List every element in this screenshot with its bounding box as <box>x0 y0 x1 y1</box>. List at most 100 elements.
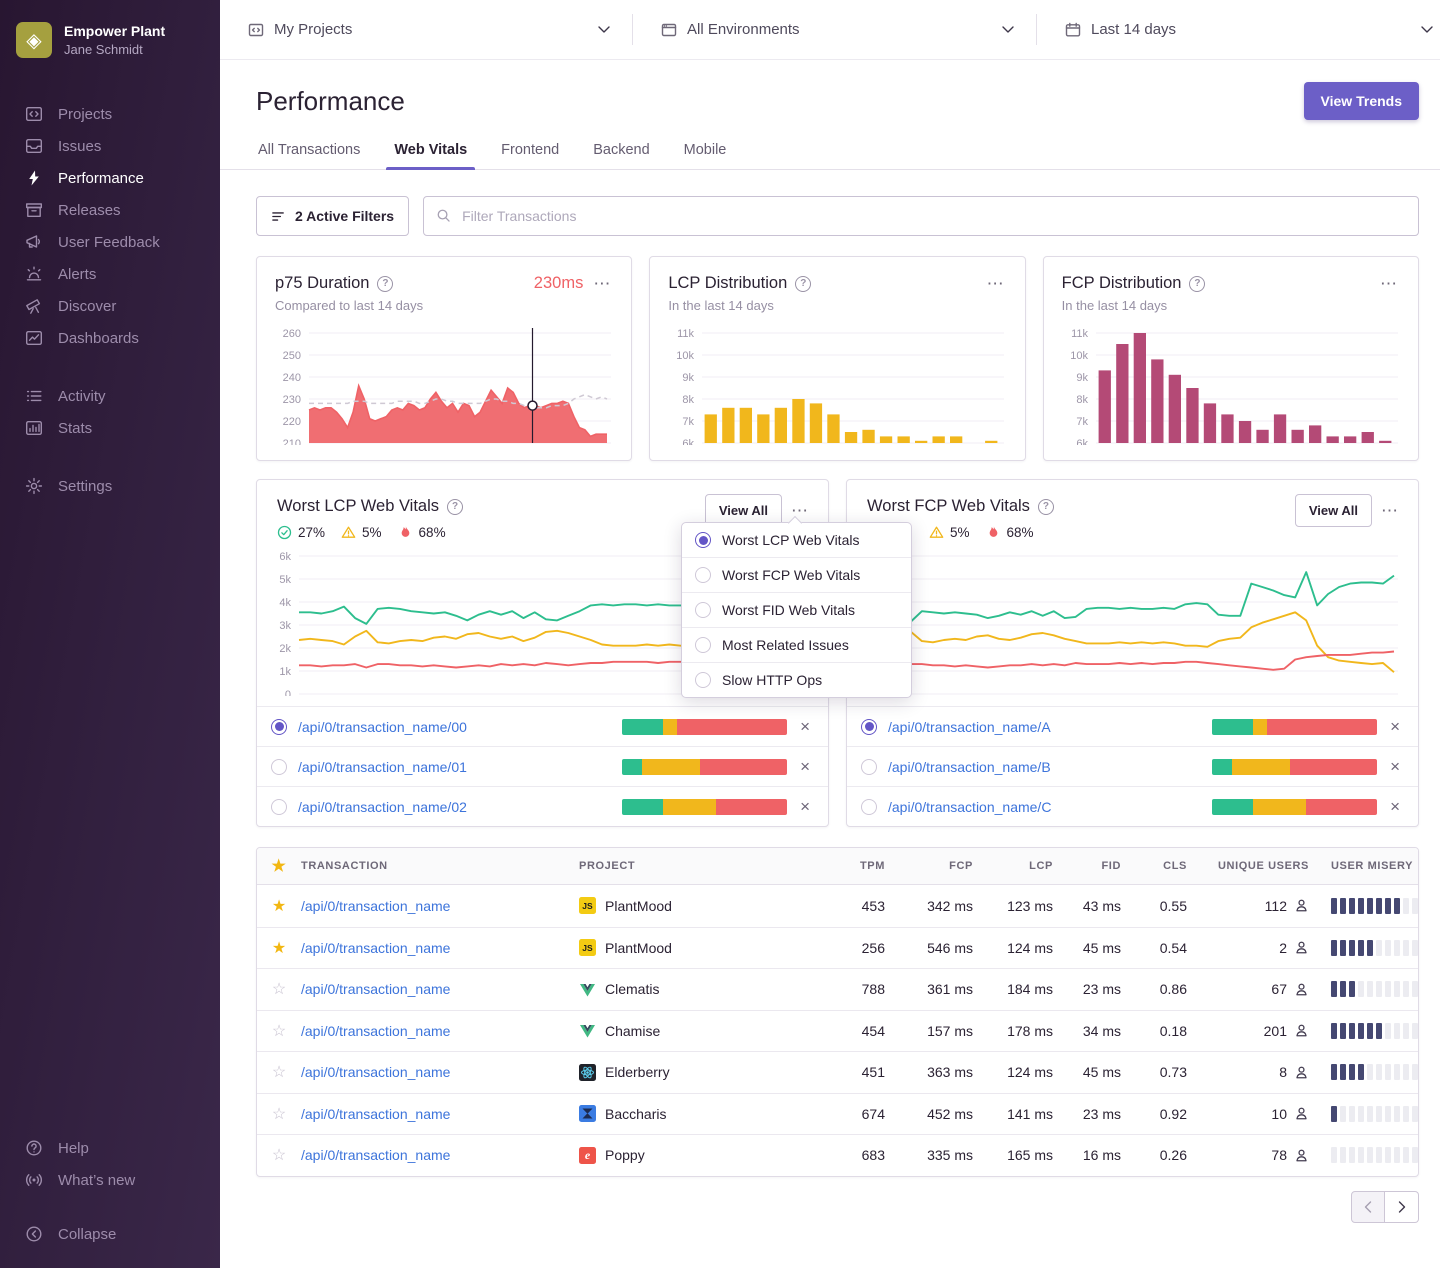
help-icon[interactable]: ? <box>1189 275 1206 292</box>
radio-button[interactable] <box>861 758 877 775</box>
transaction-link[interactable]: /api/0/transaction_name <box>301 981 451 998</box>
search-input[interactable] <box>423 196 1419 236</box>
sidebar-item-help[interactable]: Help <box>0 1132 220 1164</box>
star-column-header-icon[interactable]: ★ <box>271 858 287 875</box>
project-filter-dropdown[interactable]: My Projects <box>220 0 632 59</box>
transaction-link[interactable]: /api/0/transaction_name <box>301 897 451 914</box>
transaction-link[interactable]: /api/0/transaction_name <box>301 939 451 956</box>
previous-page-button[interactable] <box>1351 1190 1385 1223</box>
radio-button[interactable] <box>271 718 287 735</box>
column-header-fid[interactable]: FID <box>1101 860 1121 872</box>
tab-backend[interactable]: Backend <box>593 142 650 158</box>
column-header-fcp[interactable]: FCP <box>949 860 973 872</box>
help-icon[interactable]: ? <box>1037 498 1054 515</box>
transaction-link[interactable]: /api/0/transaction_name/C <box>888 798 1052 815</box>
tab-frontend[interactable]: Frontend <box>501 142 560 158</box>
ellipsis-menu-icon[interactable]: ⋯ <box>986 274 1005 293</box>
menu-item-slow-http-ops[interactable]: Slow HTTP Ops <box>682 663 911 697</box>
svg-text:11k: 11k <box>677 328 694 340</box>
sidebar-item-projects[interactable]: Projects <box>0 98 220 130</box>
fcp-value: 157 ms <box>927 1022 973 1039</box>
close-icon[interactable]: × <box>1390 757 1400 776</box>
column-header-cls[interactable]: CLS <box>1163 860 1187 872</box>
column-header-project[interactable]: PROJECT <box>579 860 636 872</box>
ellipsis-menu-icon[interactable]: ⋯ <box>593 274 612 293</box>
view-all-button[interactable]: View All <box>1294 494 1372 527</box>
radio-button[interactable] <box>861 798 877 815</box>
transaction-link[interactable]: /api/0/transaction_name <box>301 1105 451 1122</box>
transaction-link[interactable]: /api/0/transaction_name/A <box>888 718 1051 735</box>
ellipsis-menu-icon[interactable]: ⋯ <box>1380 274 1398 293</box>
menu-item-label: Worst FCP Web Vitals <box>722 567 861 583</box>
project-cell[interactable]: Elderberry <box>579 1063 821 1081</box>
active-filters-button[interactable]: 2 Active Filters <box>256 196 410 236</box>
help-icon[interactable]: ? <box>447 498 464 515</box>
column-header-user-misery[interactable]: USER MISERY <box>1331 860 1414 872</box>
star-icon[interactable]: ☆ <box>271 981 287 999</box>
sidebar-item-releases[interactable]: Releases <box>0 194 220 226</box>
transaction-link[interactable]: /api/0/transaction_name/00 <box>298 718 467 735</box>
filter-icon <box>271 209 286 224</box>
column-header-transaction[interactable]: TRANSACTION <box>301 860 388 872</box>
ellipsis-menu-icon[interactable]: ⋯ <box>791 501 809 520</box>
sidebar-item-what-s-new[interactable]: What’s new <box>0 1164 220 1196</box>
project-cell[interactable]: JS PlantMood <box>579 897 821 915</box>
sidebar-item-user-feedback[interactable]: User Feedback <box>0 226 220 258</box>
menu-item-worst-fcp-web-vitals[interactable]: Worst FCP Web Vitals <box>682 558 911 593</box>
sidebar-item-dashboards[interactable]: Dashboards <box>0 322 220 354</box>
column-header-lcp[interactable]: LCP <box>1029 860 1053 872</box>
project-cell[interactable]: Chamise <box>579 1022 821 1039</box>
close-icon[interactable]: × <box>1390 797 1400 816</box>
project-cell[interactable]: e Poppy <box>579 1146 821 1164</box>
sidebar-item-issues[interactable]: Issues <box>0 130 220 162</box>
sidebar-item-activity[interactable]: Activity <box>0 380 220 412</box>
date-range-dropdown[interactable]: Last 14 days <box>1037 0 1440 59</box>
column-header-unique-users[interactable]: UNIQUE USERS <box>1218 860 1309 872</box>
project-cell[interactable]: JS PlantMood <box>579 939 821 957</box>
sidebar-item-alerts[interactable]: Alerts <box>0 258 220 290</box>
sidebar-item-settings[interactable]: Settings <box>0 470 220 502</box>
sidebar-item-stats[interactable]: Stats <box>0 412 220 444</box>
menu-item-most-related-issues[interactable]: Most Related Issues <box>682 628 911 663</box>
close-icon[interactable]: × <box>1390 717 1400 736</box>
column-header-tpm[interactable]: TPM <box>859 860 885 872</box>
star-icon[interactable]: ☆ <box>271 1105 287 1123</box>
environment-filter-dropdown[interactable]: All Environments <box>633 0 1036 59</box>
tab-mobile[interactable]: Mobile <box>683 142 727 158</box>
star-icon[interactable]: ★ <box>271 897 287 915</box>
transaction-link[interactable]: /api/0/transaction_name <box>301 1147 451 1164</box>
radio-button[interactable] <box>861 718 877 735</box>
org-switcher[interactable]: ◈ Empower Plant Jane Schmidt <box>0 14 220 64</box>
menu-item-worst-lcp-web-vitals[interactable]: Worst LCP Web Vitals <box>682 523 911 558</box>
star-icon[interactable]: ★ <box>271 939 287 957</box>
menu-item-worst-fid-web-vitals[interactable]: Worst FID Web Vitals <box>682 593 911 628</box>
sidebar-item-performance[interactable]: Performance <box>0 162 220 194</box>
sidebar-item-discover[interactable]: Discover <box>0 290 220 322</box>
close-icon[interactable]: × <box>800 797 810 816</box>
close-icon[interactable]: × <box>800 757 810 776</box>
view-trends-button[interactable]: View Trends <box>1303 82 1419 120</box>
transaction-link[interactable]: /api/0/transaction_name/01 <box>298 758 467 775</box>
svg-text:1k: 1k <box>279 666 291 678</box>
help-icon[interactable]: ? <box>377 275 394 292</box>
close-icon[interactable]: × <box>800 717 810 736</box>
sidebar-item-collapse[interactable]: Collapse <box>0 1218 220 1250</box>
tab-all-transactions[interactable]: All Transactions <box>258 142 361 158</box>
radio-button[interactable] <box>271 758 287 775</box>
star-icon[interactable]: ☆ <box>271 1064 287 1082</box>
help-icon[interactable]: ? <box>795 275 812 292</box>
tab-web-vitals[interactable]: Web Vitals <box>386 136 475 170</box>
star-icon[interactable]: ☆ <box>271 1147 287 1165</box>
transaction-link[interactable]: /api/0/transaction_name/02 <box>298 798 467 815</box>
star-icon[interactable]: ☆ <box>271 1022 287 1040</box>
project-cell[interactable]: Baccharis <box>579 1105 821 1123</box>
radio-button[interactable] <box>271 798 287 815</box>
project-cell[interactable]: Clematis <box>579 981 821 998</box>
next-page-button[interactable] <box>1385 1190 1419 1223</box>
transaction-link[interactable]: /api/0/transaction_name/B <box>888 758 1051 775</box>
vital-transaction-row: /api/0/transaction_name/B × <box>847 746 1418 786</box>
transaction-link[interactable]: /api/0/transaction_name <box>301 1022 451 1039</box>
ellipsis-menu-icon[interactable]: ⋯ <box>1381 501 1399 520</box>
transaction-link[interactable]: /api/0/transaction_name <box>301 1064 451 1081</box>
